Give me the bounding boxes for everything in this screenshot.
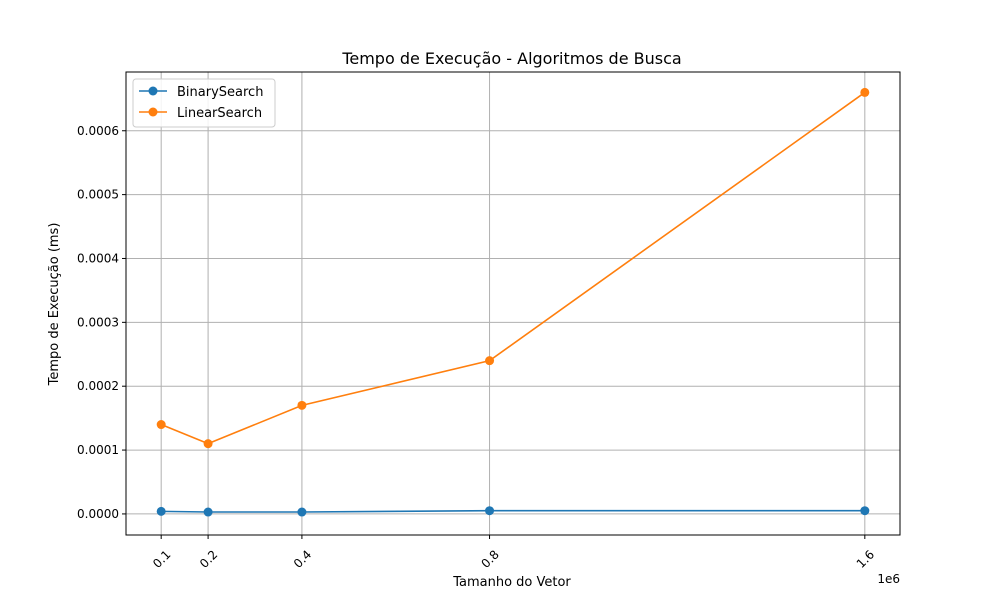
series-line	[161, 509, 865, 513]
x-axis-offset-label: 1e6	[877, 572, 900, 586]
series-layer	[156, 87, 870, 517]
legend: BinarySearch LinearSearch	[132, 78, 276, 128]
series-line	[160, 91, 866, 445]
legend-label: LinearSearch	[177, 106, 262, 121]
data-point	[297, 507, 307, 517]
data-point	[203, 439, 213, 449]
x-tick-label: 1.6	[854, 547, 877, 570]
legend-marker	[148, 107, 158, 117]
data-point	[860, 87, 870, 97]
data-point	[485, 356, 495, 366]
data-point	[297, 400, 307, 410]
y-tick-label: 0.0003	[77, 315, 119, 329]
legend-label: BinarySearch	[177, 85, 263, 100]
x-tick-label: 0.8	[478, 547, 501, 570]
data-point	[860, 506, 870, 516]
chart-title: Tempo de Execução - Algoritmos de Busca	[341, 49, 681, 68]
series-binarysearch	[156, 506, 870, 517]
x-axis-ticks: 0.1 0.2 0.4 0.8 1.6	[150, 535, 877, 571]
data-point	[485, 506, 495, 516]
y-tick-label: 0.0000	[77, 507, 119, 521]
x-axis-label: Tamanho do Vetor	[452, 575, 571, 590]
x-tick-label: 0.1	[150, 547, 173, 570]
series-linearsearch	[156, 87, 870, 449]
x-tick-label: 0.4	[291, 547, 314, 570]
y-tick-label: 0.0005	[77, 188, 119, 202]
grid-lines	[126, 72, 900, 535]
x-tick-label: 0.2	[197, 547, 220, 570]
y-tick-label: 0.0002	[77, 379, 119, 393]
y-tick-label: 0.0006	[77, 124, 119, 138]
legend-item: BinarySearch	[139, 85, 263, 100]
plot-frame	[125, 71, 901, 536]
y-axis-ticks: 0.0000 0.0001 0.0002 0.0003 0.0004 0.0005 0.00…	[77, 124, 126, 521]
data-point	[203, 507, 213, 517]
y-tick-label: 0.0004	[77, 251, 119, 265]
legend-marker	[148, 86, 158, 96]
data-point	[156, 506, 166, 516]
legend-item: LinearSearch	[139, 106, 262, 121]
y-tick-label: 0.0001	[77, 443, 119, 457]
legend-box	[132, 78, 276, 128]
y-axis-label: Tempo de Execução (ms)	[47, 223, 62, 387]
data-point	[156, 420, 166, 430]
